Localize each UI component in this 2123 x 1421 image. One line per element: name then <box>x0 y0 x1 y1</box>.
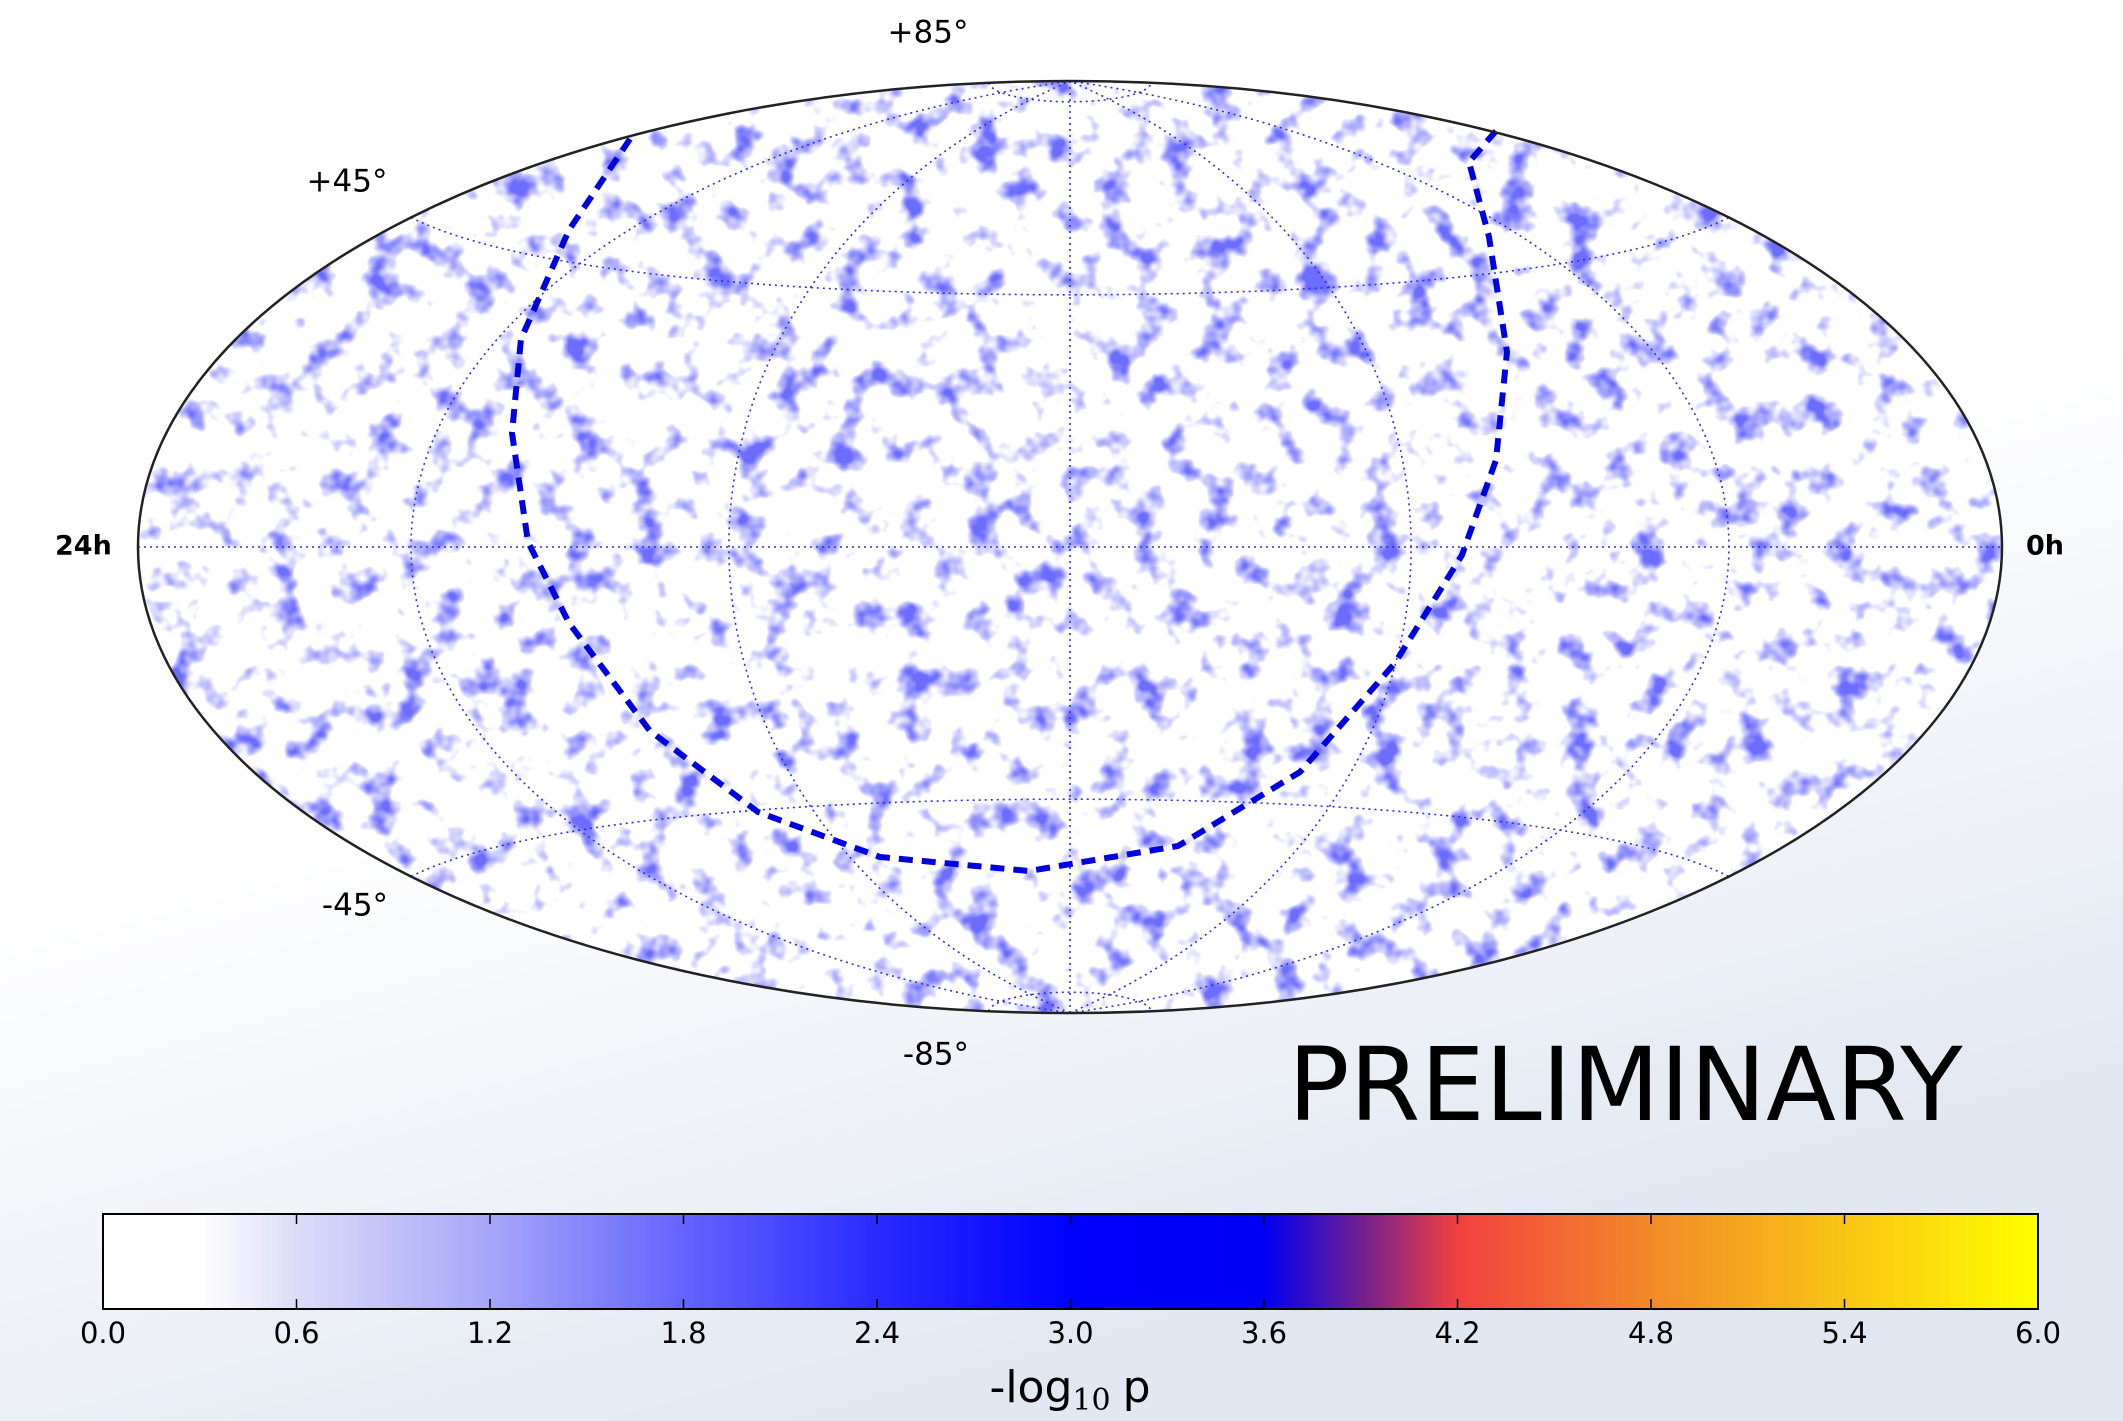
colorbar <box>102 1213 2039 1310</box>
tick-label: 4.8 <box>1628 1316 1674 1350</box>
tick-label: 5.4 <box>1821 1316 1867 1350</box>
galactic-plane <box>508 129 1511 875</box>
lat-label: -45° <box>322 888 388 924</box>
meridian <box>1069 81 1730 1013</box>
lat-label: -85° <box>903 1037 969 1073</box>
tick-label: 6.0 <box>2015 1316 2061 1350</box>
colorbar-label: -log10 p <box>989 1362 1150 1418</box>
ra-label: 0h <box>2026 531 2064 562</box>
tick-label: 0.6 <box>273 1316 319 1350</box>
parallel <box>988 991 1152 1012</box>
map-outline <box>136 79 2004 1015</box>
tick-label: 3.0 <box>1047 1316 1093 1350</box>
graticule <box>138 81 2002 1013</box>
tick-label: 4.2 <box>1434 1316 1480 1350</box>
tick-label: 1.2 <box>467 1316 513 1350</box>
tick-label: 2.4 <box>854 1316 900 1350</box>
meridian <box>410 81 1071 1013</box>
label-main: -log <box>989 1362 1072 1413</box>
lat-label: +45° <box>307 164 388 200</box>
label-sub: 10 <box>1072 1383 1110 1418</box>
watermark: PRELIMINARY <box>1288 1026 1963 1145</box>
tick-label: 0.0 <box>80 1316 126 1350</box>
lat-label: +85° <box>888 15 969 51</box>
tick-label: 1.8 <box>660 1316 706 1350</box>
meridian <box>1069 81 1412 1013</box>
meridian <box>728 81 1071 1013</box>
ra-label: 24h <box>55 531 112 562</box>
tick-label: 3.6 <box>1241 1316 1287 1350</box>
label-tail: p <box>1123 1362 1151 1413</box>
parallel <box>988 82 1152 103</box>
